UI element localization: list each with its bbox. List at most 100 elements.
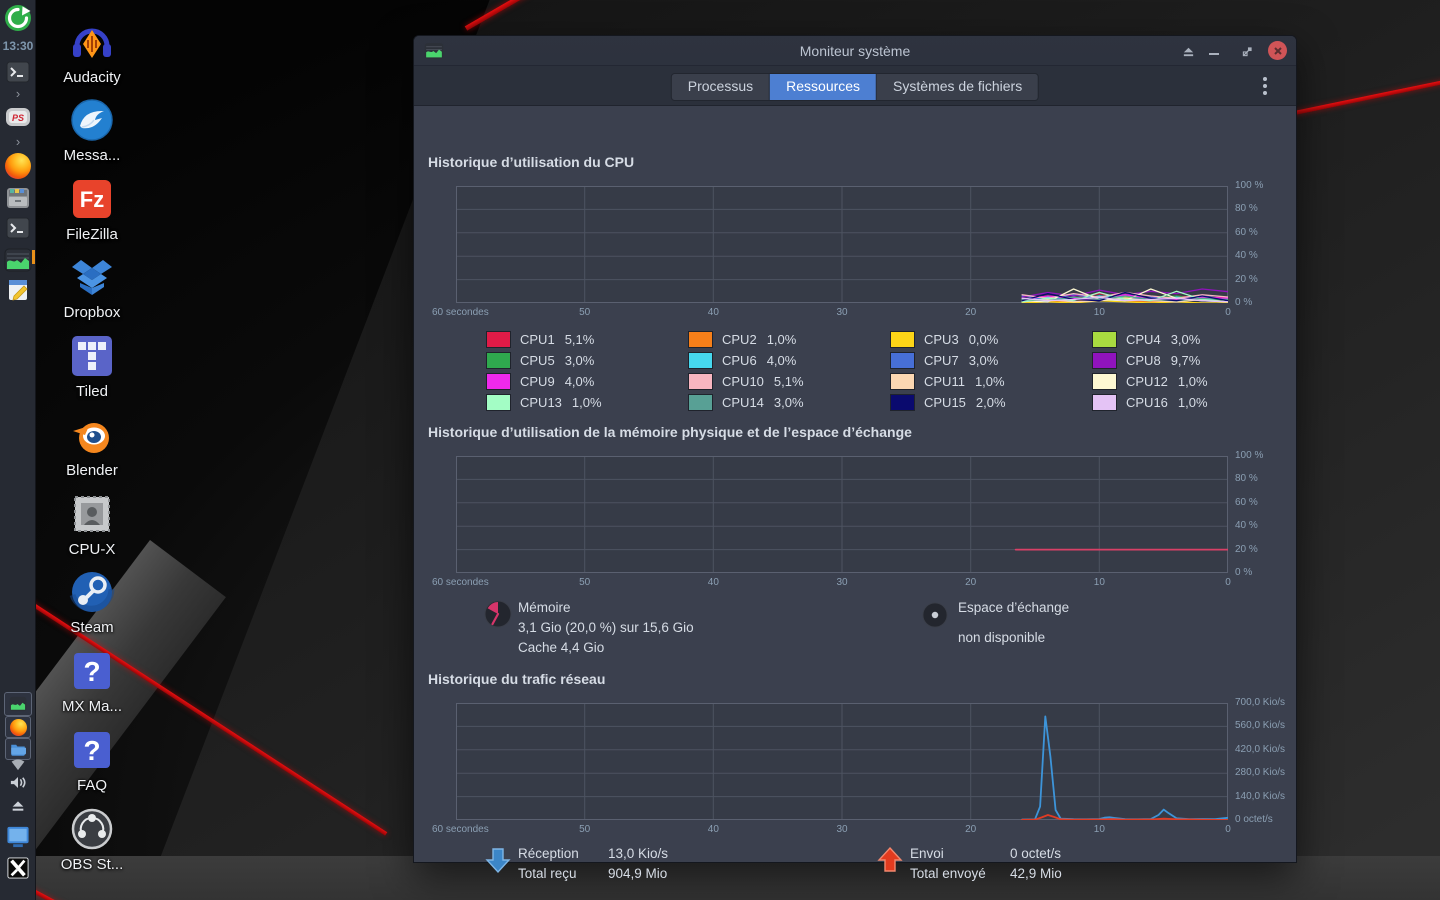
cpu-legend-item: CPU13 1,0%	[486, 392, 688, 413]
send-rate: 0 octet/s	[1010, 846, 1062, 861]
desktop-icon-obs[interactable]: OBS St...	[42, 805, 142, 873]
desktop-icon-filezilla[interactable]: Fz FileZilla	[42, 175, 142, 243]
cpu-color-swatch	[890, 373, 915, 390]
desktop-icon-label: MX Ma...	[61, 698, 122, 715]
memory-pie-icon	[484, 600, 512, 628]
desktop-icon-messaging[interactable]: Messa...	[42, 96, 142, 164]
cpu-legend-item: CPU14 3,0%	[688, 392, 890, 413]
system-monitor-launcher-icon[interactable]	[4, 246, 32, 274]
cpu-value: 1,0%	[1177, 374, 1208, 389]
y-tick-label: 60 %	[1235, 496, 1258, 508]
cpu-plot-area	[456, 186, 1228, 303]
cpu-value: 1,0%	[766, 332, 797, 347]
tab-systemes-de-fichiers[interactable]: Systèmes de fichiers	[877, 74, 1039, 100]
desktop-icon-mx-manual[interactable]: ? MX Ma...	[42, 647, 142, 715]
cpu-legend-item: CPU1 5,1%	[486, 329, 688, 350]
xorg-icon[interactable]	[6, 857, 30, 879]
cpu-legend-item: CPU11 1,0%	[890, 371, 1092, 392]
restore-button[interactable]	[1238, 42, 1256, 60]
terminal-launcher-icon[interactable]	[6, 216, 30, 240]
desktop-icon-audacity[interactable]: Audacity	[42, 18, 142, 86]
cpu-label: CPU12	[1126, 374, 1168, 389]
tab-ressources[interactable]: Ressources	[770, 74, 878, 100]
clock[interactable]: 13:30	[2, 39, 34, 53]
y-tick-label: 20 %	[1235, 273, 1258, 285]
cpu-color-swatch	[486, 394, 511, 411]
cpu-legend-item: CPU9 4,0%	[486, 371, 688, 392]
titlebar[interactable]: Moniteur système	[414, 36, 1296, 66]
recv-total: 904,9 Mio	[608, 866, 668, 881]
window-button-firefox[interactable]	[5, 716, 31, 738]
desktop-icon-cpux[interactable]: CPU-X	[42, 490, 142, 558]
wifi-icon[interactable]	[8, 756, 28, 773]
window-button-system-monitor[interactable]	[4, 692, 32, 716]
cpu-color-swatch	[486, 373, 511, 390]
mx-start-button[interactable]	[4, 4, 32, 32]
cpu-x-axis: 60 secondes 50 40 30 20 10 0	[432, 307, 1231, 321]
cpu-legend: CPU1 5,1% CPU2 1,0% CPU3 0,0% CPU4 3,0% CPU5…	[486, 329, 1294, 413]
cpu-color-swatch	[688, 394, 713, 411]
cpu-legend-item: CPU2 1,0%	[688, 329, 890, 350]
playstation-launcher-icon[interactable]: PS	[5, 104, 31, 130]
tab-processus[interactable]: Processus	[671, 74, 771, 100]
window-button-file-manager[interactable]	[5, 738, 31, 760]
terminal-launcher-icon[interactable]	[6, 60, 30, 84]
cpu-value: 5,1%	[564, 332, 595, 347]
memory-section-title: Historique d’utilisation de la mémoire p…	[428, 424, 912, 440]
display-icon[interactable]	[5, 824, 31, 849]
y-tick-label: 0 octet/s	[1235, 814, 1273, 825]
x-tick-label: 30	[836, 577, 848, 588]
cpu-value: 1,0%	[974, 374, 1005, 389]
desktop-icon-tiled[interactable]: Tiled	[42, 332, 142, 400]
close-button[interactable]	[1268, 41, 1287, 60]
desktop-icon-faq[interactable]: ? FAQ	[42, 726, 142, 794]
cpu-label: CPU7	[924, 353, 959, 368]
minimize-button[interactable]	[1205, 42, 1223, 60]
text-editor-icon[interactable]	[6, 278, 30, 302]
send-total-label: Total envoyé	[910, 866, 986, 881]
x-tick-label: 10	[1093, 824, 1105, 835]
x-tick-label: 50	[579, 307, 591, 318]
shade-button[interactable]	[1179, 42, 1197, 60]
memory-y-axis: 100 % 80 % 60 % 40 % 20 % 0 %	[1235, 450, 1305, 578]
question-icon: ?	[68, 726, 116, 774]
menu-kebab-button[interactable]	[1256, 74, 1274, 98]
cpu-color-swatch	[486, 352, 511, 369]
x-tick-label: 20	[965, 577, 977, 588]
swap-label: Espace d’échange	[958, 600, 1070, 615]
cpux-icon	[68, 490, 116, 538]
tiled-icon	[68, 332, 116, 380]
cpu-y-axis: 100 % 80 % 60 % 40 % 20 % 0 %	[1235, 180, 1305, 308]
eject-icon[interactable]	[9, 798, 27, 814]
cpu-value: 3,0%	[564, 353, 595, 368]
cpu-chart: 100 % 80 % 60 % 40 % 20 % 0 % 60 secondes 50 40…	[432, 180, 1263, 326]
send-total: 42,9 Mio	[1010, 866, 1062, 881]
network-y-axis: 700,0 Kio/s 560,0 Kio/s 420,0 Kio/s 280,0 K…	[1235, 697, 1305, 825]
network-chart: 700,0 Kio/s 560,0 Kio/s 420,0 Kio/s 280,0 K…	[432, 697, 1285, 843]
cpu-color-swatch	[890, 331, 915, 348]
x-tick-label: 20	[965, 824, 977, 835]
chevron-right-icon[interactable]: ›	[15, 85, 21, 101]
desktop-icon-dropbox[interactable]: Dropbox	[42, 253, 142, 321]
memory-x-axis: 60 secondes 50 40 30 20 10 0	[432, 577, 1231, 591]
chevron-right-icon[interactable]: ›	[15, 133, 21, 149]
volume-icon[interactable]	[7, 773, 29, 792]
audacity-icon	[68, 18, 116, 66]
wallpaper-strip	[36, 856, 1440, 900]
y-tick-label: 0 %	[1235, 567, 1253, 578]
firefox-launcher-icon[interactable]	[5, 153, 31, 179]
desktop-icon-blender[interactable]: Blender	[42, 411, 142, 479]
x-tick-label: 0	[1225, 824, 1231, 835]
file-cabinet-icon[interactable]	[5, 185, 31, 211]
cpu-label: CPU4	[1126, 332, 1161, 347]
send-label: Envoi	[910, 846, 944, 861]
x-tick-label: 60 secondes	[432, 577, 489, 588]
cpu-legend-item: CPU15 2,0%	[890, 392, 1092, 413]
cpu-label: CPU13	[520, 395, 562, 410]
cpu-legend-item: CPU6 4,0%	[688, 350, 890, 371]
x-tick-label: 60 secondes	[432, 824, 489, 835]
x-tick-label: 30	[836, 307, 848, 318]
y-tick-label: 80 %	[1235, 203, 1258, 215]
blender-icon	[68, 411, 116, 459]
desktop-icon-steam[interactable]: Steam	[42, 568, 142, 636]
